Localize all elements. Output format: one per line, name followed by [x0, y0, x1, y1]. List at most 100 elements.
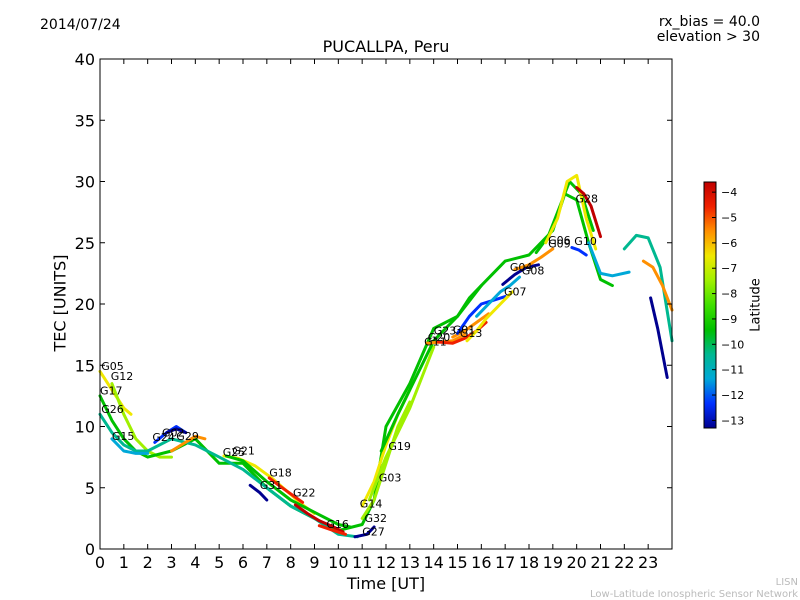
colorbar-tick-label: −12 — [721, 389, 744, 402]
chart-title: PUCALLPA, Peru — [322, 37, 450, 56]
x-tick-label: 4 — [190, 553, 200, 572]
y-tick-label: 0 — [85, 540, 95, 559]
x-tick-label: 14 — [423, 553, 443, 572]
satellite-label-g18: G18 — [269, 467, 292, 480]
y-tick-label: 15 — [75, 356, 95, 375]
satellite-label-g01: G01 — [453, 323, 476, 336]
satellite-label-g19: G19 — [388, 440, 411, 453]
colorbar-gradient — [703, 181, 717, 429]
satellite-label-g27: G27 — [362, 526, 385, 539]
x-tick-label: 16 — [471, 553, 491, 572]
series-line-g03 — [367, 345, 436, 502]
series-line-g19 — [379, 284, 483, 453]
satellite-label-g03: G03 — [379, 472, 402, 485]
x-tick-label: 23 — [638, 553, 658, 572]
y-tick-label: 20 — [75, 295, 95, 314]
satellite-label-g26: G26 — [101, 403, 124, 416]
x-tick-label: 19 — [543, 553, 563, 572]
series-line-g12 — [110, 382, 173, 459]
satellite-label-g25: G25 — [223, 446, 246, 459]
series-line-g21 — [224, 454, 352, 529]
satellite-label-g20: G20 — [428, 331, 451, 344]
footer-network-name: Low-Latitude Ionospheric Sensor Network — [590, 589, 798, 600]
x-tick-label: 11 — [352, 553, 372, 572]
satellite-label-g28: G28 — [576, 192, 599, 205]
rx-bias-label: rx_bias = 40.0 — [658, 14, 760, 30]
y-tick-label: 25 — [75, 234, 95, 253]
series-line-g32 — [360, 400, 412, 520]
x-tick-label: 13 — [400, 553, 420, 572]
x-tick-label: 9 — [309, 553, 319, 572]
y-tick-label: 40 — [75, 50, 95, 69]
x-tick-label: 10 — [328, 553, 348, 572]
series-line-g09 — [544, 173, 598, 251]
colorbar-tick-label: −10 — [721, 338, 744, 351]
satellite-label-g32: G32 — [365, 512, 388, 525]
satellite-label-g13: G13 — [460, 327, 483, 340]
series-line-g35 — [641, 259, 674, 312]
satellite-label-g05: G05 — [101, 360, 124, 373]
series-line-g01 — [456, 295, 507, 335]
satellite-label-g16: G16 — [326, 518, 349, 531]
x-tick-label: 5 — [214, 553, 224, 572]
series-layer — [98, 173, 674, 539]
series-line-g36 — [649, 296, 669, 379]
satellite-label-g29: G29 — [176, 430, 199, 443]
x-tick-label: 18 — [519, 553, 539, 572]
y-tick-label: 30 — [75, 173, 95, 192]
series-line-g18 — [267, 476, 305, 504]
series-line-g15 — [110, 437, 150, 455]
colorbar-tick-label: −4 — [721, 186, 737, 199]
satellite-label-g08: G08 — [522, 265, 545, 278]
x-tick-label: 3 — [166, 553, 176, 572]
satellite-label-g12: G12 — [111, 370, 134, 383]
satellite-label-g17: G17 — [100, 385, 123, 398]
x-tick-label: 8 — [286, 553, 296, 572]
series-line-g13 — [465, 290, 514, 343]
y-tick-label: 10 — [75, 418, 95, 437]
satellite-label-g09: G09 — [548, 238, 571, 251]
series-line-g07 — [475, 275, 521, 318]
satellite-label-g02: G02 — [162, 426, 185, 439]
x-tick-label: 12 — [376, 553, 396, 572]
x-tick-label: 2 — [143, 553, 153, 572]
colorbar-tick-label: −5 — [721, 212, 737, 225]
x-tick-label: 0 — [95, 553, 105, 572]
y-tick-label: 5 — [85, 479, 95, 498]
series-line-g30 — [587, 241, 631, 278]
satellite-label-g11: G11 — [424, 336, 447, 349]
series-line-g10 — [570, 246, 588, 257]
x-tick-label: 7 — [262, 553, 272, 572]
satellite-label-g07: G07 — [504, 285, 527, 298]
series-line-g22 — [293, 503, 345, 534]
axes-layer: 0 1 2 3 4 5 6 7 8 9 10 11 12 13 14 15 16 17 18 19 20 21 22 2305… — [75, 50, 673, 572]
satellite-label-g14: G14 — [360, 497, 383, 510]
series-line-g31 — [248, 483, 269, 502]
colorbar-tick-label: −6 — [721, 237, 737, 250]
footer-network-abbrev: LISN — [775, 577, 798, 588]
satellite-label-g21: G21 — [232, 445, 255, 458]
colorbar-tick-label: −8 — [721, 288, 737, 301]
series-line-g02 — [165, 427, 188, 435]
satellite-label-g04: G04 — [510, 261, 533, 274]
x-tick-label: 21 — [590, 553, 610, 572]
satellite-label-g24: G24 — [152, 431, 175, 444]
satellite-label-g06: G06 — [548, 234, 571, 247]
x-tick-label: 20 — [566, 553, 586, 572]
satellite-label-g22: G22 — [293, 486, 316, 499]
colorbar-tick-label: −9 — [721, 313, 737, 326]
date-label: 2014/07/24 — [40, 17, 121, 33]
x-tick-label: 15 — [447, 553, 467, 572]
series-line-g29 — [170, 434, 207, 453]
y-tick-label: 35 — [75, 111, 95, 130]
series-line-g28 — [575, 186, 602, 239]
x-axis-label: Time [UT] — [346, 574, 426, 593]
series-line-g08 — [513, 247, 555, 272]
x-tick-label: 22 — [614, 553, 634, 572]
series-line-g16 — [317, 524, 347, 536]
x-tick-label: 17 — [495, 553, 515, 572]
colorbar-tick-label: −7 — [721, 262, 737, 275]
x-tick-label: 6 — [238, 553, 248, 572]
